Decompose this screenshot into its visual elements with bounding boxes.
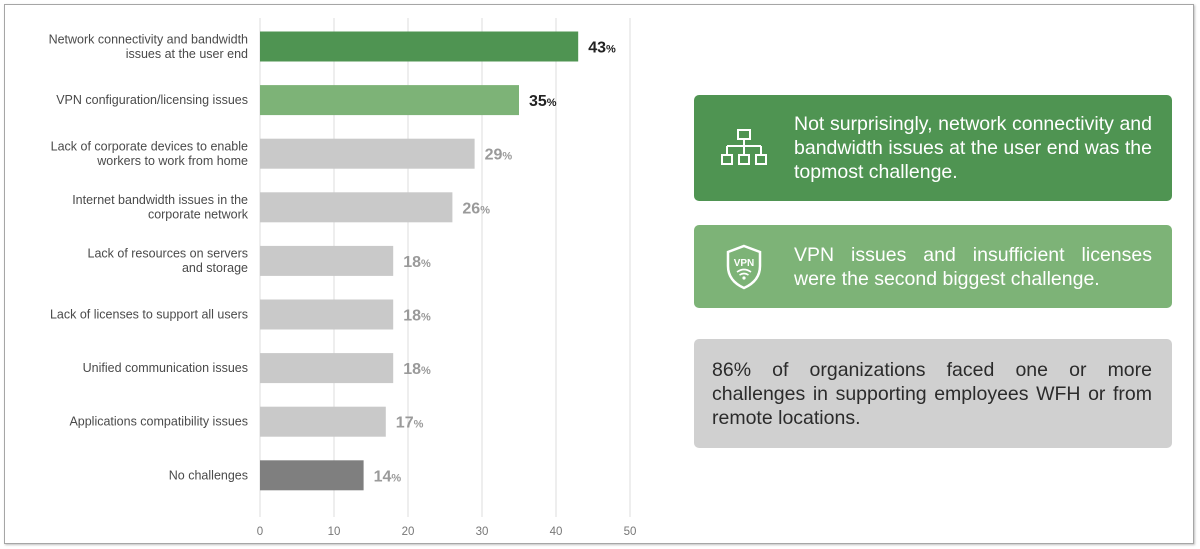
- x-tick-label-50: 50: [624, 526, 637, 538]
- data-label-7: 17%: [396, 415, 424, 432]
- data-label-4: 18%: [403, 254, 431, 271]
- data-label-3: 26%: [462, 200, 490, 217]
- bar-2: [260, 138, 475, 169]
- category-label-5: Lack of licenses to support all users: [50, 308, 248, 322]
- bar-1: [260, 85, 519, 116]
- callout-card-connectivity: Not surprisingly, network connectivity a…: [694, 95, 1172, 201]
- category-label-3: Internet bandwidth issues in the corporat…: [72, 193, 249, 222]
- data-label-2: 29%: [485, 147, 513, 164]
- bar-chart: 0 10 20 30 40 50 Network connectivity and band…: [49, 18, 637, 538]
- bar-3: [260, 192, 453, 223]
- network-hierarchy-icon: [694, 128, 794, 168]
- bar-0: [260, 31, 579, 62]
- callout-text-vpn: VPN issues and insufficient licenses wer…: [794, 243, 1152, 290]
- category-label-7: Applications compatibility issues: [69, 415, 248, 429]
- data-label-6: 18%: [403, 361, 431, 378]
- bar-8: [260, 460, 364, 491]
- x-tick-label-40: 40: [550, 526, 563, 538]
- bar-5: [260, 299, 394, 330]
- category-label-8: No challenges: [169, 468, 248, 482]
- callout-card-vpn: VPN VPN issues and insufficient licenses…: [694, 225, 1172, 308]
- data-label-8: 14%: [374, 468, 402, 485]
- callout-text-summary: 86% of organizations faced one or more c…: [712, 358, 1152, 429]
- x-tick-label-30: 30: [476, 526, 489, 538]
- category-label-2: Lack of corporate devices to enable worke…: [51, 139, 248, 168]
- callout-text-connectivity: Not surprisingly, network connectivity a…: [794, 113, 1152, 183]
- category-label-1: VPN configuration/licensing issues: [56, 93, 248, 107]
- bar-6: [260, 353, 394, 384]
- x-tick-label-10: 10: [328, 526, 341, 538]
- category-label-0: Network connectivity and bandwidth issues…: [49, 32, 248, 61]
- vpn-icon-label: VPN: [734, 258, 755, 269]
- data-label-5: 18%: [403, 308, 431, 325]
- data-label-1: 35%: [529, 93, 557, 110]
- x-tick-label-20: 20: [402, 526, 415, 538]
- data-label-0: 43%: [588, 40, 616, 57]
- callout-card-summary: 86% of organizations faced one or more c…: [694, 339, 1172, 448]
- x-tick-label-0: 0: [257, 526, 263, 538]
- report-figure: 0 10 20 30 40 50 Network connectivity and band…: [4, 4, 1194, 544]
- bar-7: [260, 406, 386, 437]
- category-label-4: Lack of resources on servers and storage: [88, 247, 249, 276]
- vpn-shield-icon: VPN: [694, 244, 794, 290]
- bar-4: [260, 245, 394, 276]
- category-label-6: Unified communication issues: [83, 361, 248, 375]
